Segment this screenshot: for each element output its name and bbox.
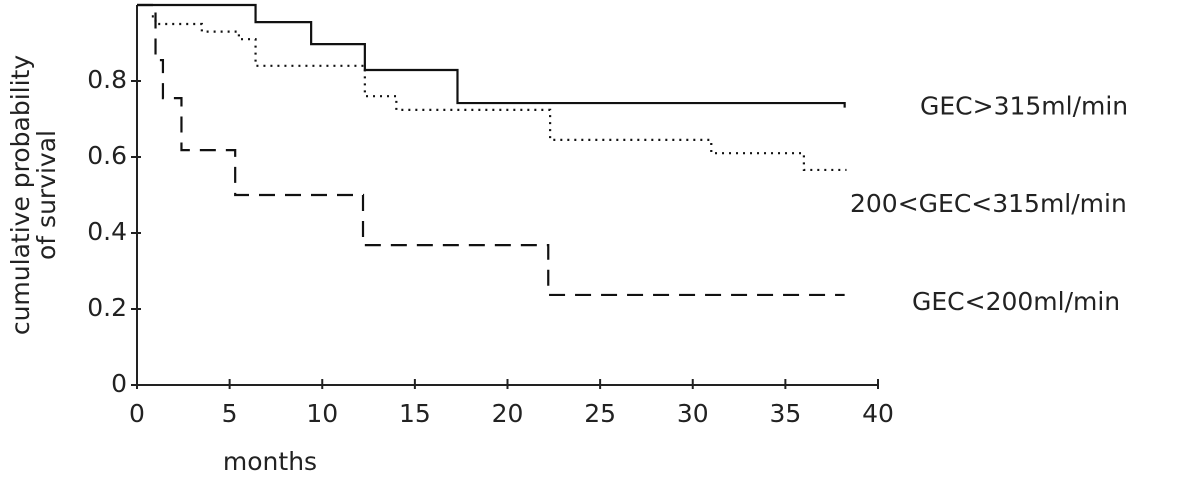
x-tick-label: 10: [306, 399, 338, 428]
x-axis-label: months: [223, 447, 317, 476]
legend-label: GEC<200ml/min: [912, 287, 1120, 316]
survival-curve: [151, 15, 847, 172]
x-tick-label: 15: [399, 399, 431, 428]
legend-label: GEC>315ml/min: [920, 92, 1128, 121]
x-tick-label: 30: [677, 399, 709, 428]
y-axis-label: cumulative probability: [6, 55, 35, 336]
x-tick-label: 25: [584, 399, 616, 428]
survival-curve: [137, 3, 845, 297]
y-tick-label: 0.4: [87, 217, 127, 246]
x-tick-label: 40: [862, 399, 894, 428]
x-tick-label: 35: [769, 399, 801, 428]
legend-label: 200<GEC<315ml/min: [850, 189, 1127, 218]
x-tick-label: 5: [222, 399, 238, 428]
y-axis-label: of survival: [32, 130, 61, 260]
x-tick-label: 20: [492, 399, 524, 428]
y-tick-label: 0.8: [87, 65, 127, 94]
x-tick-label: 0: [129, 399, 145, 428]
y-tick-label: 0.2: [87, 293, 127, 322]
y-tick-label: 0: [111, 369, 127, 398]
survival-curve: [137, 3, 846, 108]
y-tick-label: 0.6: [87, 141, 127, 170]
